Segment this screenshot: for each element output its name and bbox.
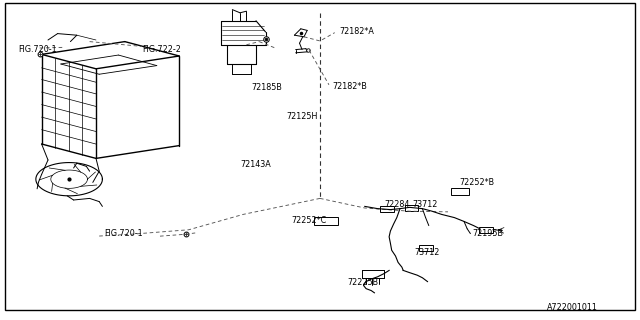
Text: 72143A: 72143A: [240, 160, 271, 169]
Bar: [380, 206, 394, 212]
Text: 72182*B: 72182*B: [333, 82, 367, 91]
Text: 72195B: 72195B: [472, 229, 503, 238]
Text: 72252*B: 72252*B: [460, 178, 495, 187]
Bar: [314, 217, 338, 225]
Bar: [405, 205, 418, 211]
Text: FIG.720-1: FIG.720-1: [18, 45, 56, 54]
Text: 72125H: 72125H: [287, 112, 318, 121]
Text: 72225B: 72225B: [348, 278, 379, 287]
Text: 72252*C: 72252*C: [291, 216, 326, 225]
Text: 72182*A: 72182*A: [339, 28, 374, 36]
Text: 73712: 73712: [413, 200, 438, 209]
Text: 72185B: 72185B: [251, 84, 282, 92]
Text: A722001011: A722001011: [547, 303, 598, 312]
Text: FIG.722-2: FIG.722-2: [142, 45, 181, 54]
Text: 72284: 72284: [384, 200, 410, 209]
Bar: [451, 188, 469, 195]
Bar: [479, 227, 493, 233]
Text: FIG.720-1: FIG.720-1: [104, 229, 143, 238]
Text: 73712: 73712: [415, 248, 440, 257]
Bar: [419, 245, 433, 251]
